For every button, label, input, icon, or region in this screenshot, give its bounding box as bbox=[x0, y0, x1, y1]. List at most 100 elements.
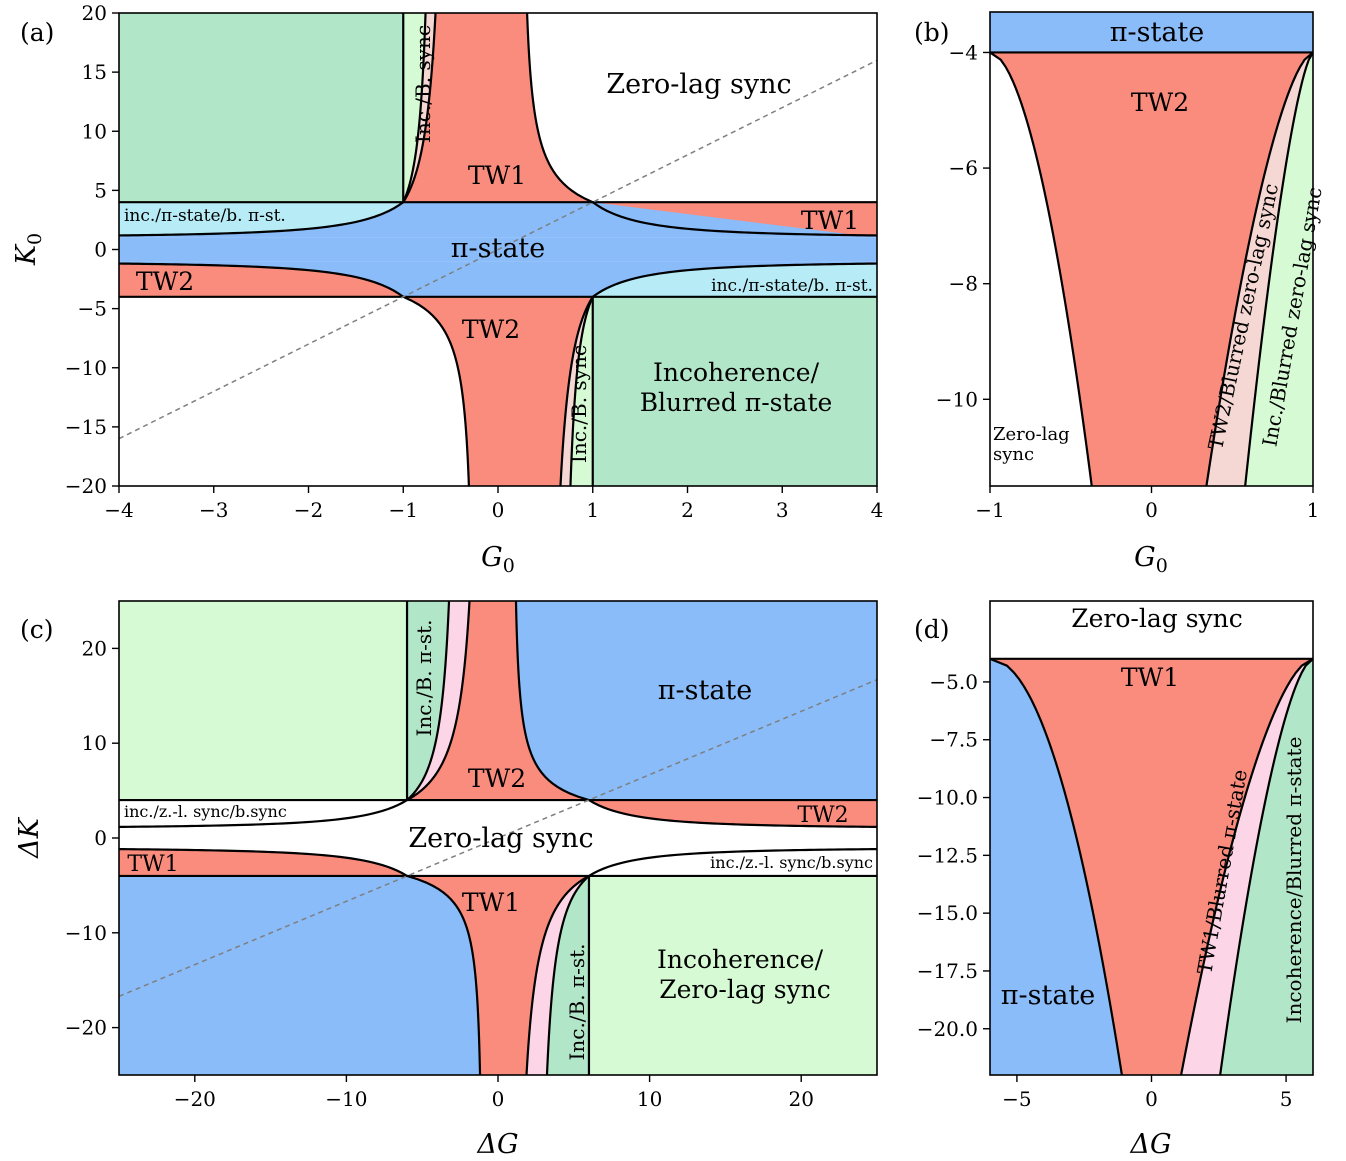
y-tick-label: −20 bbox=[65, 1016, 107, 1040]
x-tick-label: 3 bbox=[776, 498, 789, 522]
x-tick-label: 1 bbox=[586, 498, 599, 522]
y-tick-label: −7.5 bbox=[929, 728, 978, 752]
y-tick-label: 15 bbox=[82, 60, 107, 84]
y-tick-label: 10 bbox=[82, 731, 107, 755]
region-incoherence bbox=[119, 13, 404, 203]
boundary-curve bbox=[559, 296, 594, 486]
y-tick-label: 0 bbox=[94, 826, 107, 850]
x-tick-label: −2 bbox=[294, 498, 323, 522]
region-tw2-band bbox=[119, 263, 404, 297]
x-tick-label: −1 bbox=[975, 498, 1004, 522]
x-tick-label: −1 bbox=[389, 498, 418, 522]
boundary-curve bbox=[1219, 658, 1313, 1075]
region-label: Inc./B. π-st. bbox=[565, 943, 589, 1060]
region-label: Incoherence/ bbox=[657, 945, 824, 974]
region-incoherence bbox=[592, 296, 877, 486]
x-tick-label: 4 bbox=[871, 498, 884, 522]
x-tick-label: 2 bbox=[681, 498, 694, 522]
region-label: Zero-lag bbox=[993, 424, 1070, 445]
x-axis-label: ΔG bbox=[1129, 1129, 1171, 1160]
y-tick-label: −12.5 bbox=[917, 843, 978, 867]
region-label: Zero-lag sync bbox=[606, 69, 791, 100]
x-tick-label: −5 bbox=[1002, 1087, 1031, 1111]
y-tick-label: −5 bbox=[78, 297, 107, 321]
region-tw2-band bbox=[588, 800, 877, 827]
y-tick-label: 10 bbox=[82, 119, 107, 143]
region-label: Zero-lag sync bbox=[408, 823, 593, 854]
boundary-curve bbox=[119, 201, 404, 237]
boundary-curve bbox=[402, 13, 437, 203]
y-tick-label: −20 bbox=[65, 474, 107, 498]
region-tw2 bbox=[407, 601, 589, 801]
boundary-curve bbox=[592, 201, 877, 237]
x-tick-label: 5 bbox=[1280, 1087, 1293, 1111]
boundary-curve bbox=[990, 657, 1123, 1075]
region-label: inc./π-state/b. π-st. bbox=[124, 206, 286, 226]
region-pi-state bbox=[119, 202, 877, 238]
region-label: TW1 bbox=[1121, 663, 1179, 692]
region-tw-blurred bbox=[526, 875, 589, 1075]
boundary-curve bbox=[588, 848, 877, 877]
region-label: Inc./B. π-st. bbox=[412, 619, 436, 736]
region-pi-state bbox=[592, 202, 877, 238]
y-tick-label: −15 bbox=[65, 415, 107, 439]
x-tick-label: 0 bbox=[1145, 1087, 1158, 1111]
boundary-curve bbox=[406, 601, 471, 802]
region-pi-state bbox=[119, 261, 877, 297]
boundary-curve bbox=[592, 262, 877, 298]
region-label: inc./z.-l. sync/b.sync bbox=[124, 802, 287, 821]
y-tick-label: −10.0 bbox=[917, 786, 978, 810]
boundary-curve bbox=[406, 874, 482, 1075]
region-incoherence bbox=[119, 601, 408, 801]
x-tick-label: 0 bbox=[1145, 498, 1158, 522]
x-axis-label: G0 bbox=[481, 542, 515, 577]
region-label: π-state bbox=[658, 675, 753, 706]
region-tw1 bbox=[403, 13, 593, 203]
region-inc-pi bbox=[592, 263, 877, 297]
region-label: TW1 bbox=[127, 852, 178, 877]
panel-label: (c) bbox=[20, 615, 54, 644]
region-label: Inc./B. sync bbox=[567, 345, 591, 463]
boundary-curve bbox=[588, 799, 877, 828]
x-tick-label: 0 bbox=[492, 1087, 505, 1111]
region-tw1-band bbox=[119, 849, 408, 876]
y-tick-label: 0 bbox=[94, 238, 107, 262]
x-tick-label: 1 bbox=[1307, 498, 1320, 522]
x-tick-label: −3 bbox=[199, 498, 228, 522]
panel-label: (d) bbox=[914, 615, 950, 644]
plot-area bbox=[119, 601, 877, 1075]
y-tick-label: −6 bbox=[949, 156, 978, 180]
y-axis-label: K0 bbox=[11, 233, 46, 266]
y-tick-label: −10 bbox=[936, 387, 978, 411]
region-label: TW1 bbox=[801, 206, 859, 235]
x-axis-label: ΔG bbox=[476, 1129, 518, 1160]
region-label: inc./π-state/b. π-st. bbox=[711, 276, 873, 296]
region-label: TW2 bbox=[797, 803, 848, 828]
region-label: Inc./B. sync bbox=[411, 25, 435, 143]
panel-label: (b) bbox=[914, 18, 950, 47]
boundary-curve bbox=[525, 874, 590, 1075]
boundary-curve bbox=[402, 13, 427, 203]
y-tick-label: 20 bbox=[82, 1, 107, 25]
region-inc-b-pi bbox=[546, 875, 589, 1075]
region-label: Incoherence/Blurred π-state bbox=[1282, 737, 1306, 1024]
region-label: TW1 bbox=[462, 888, 520, 917]
plot-area bbox=[990, 12, 1313, 486]
region-inc-b-sync bbox=[570, 296, 593, 486]
panel-label: (a) bbox=[20, 18, 54, 47]
y-tick-label: −8 bbox=[949, 272, 978, 296]
boundary-curve bbox=[1180, 657, 1313, 1075]
region-label: TW2 bbox=[462, 315, 520, 344]
boundary-curve bbox=[119, 262, 404, 298]
region-tw1-blurred bbox=[1181, 658, 1313, 1075]
region-label: TW1 bbox=[468, 161, 526, 190]
y-tick-label: −15.0 bbox=[917, 901, 978, 925]
boundary-curve bbox=[1244, 51, 1313, 486]
plot-area bbox=[119, 13, 877, 486]
y-axis-label: ΔK bbox=[14, 816, 45, 858]
region-label: π-state bbox=[451, 233, 546, 264]
boundary-curve bbox=[569, 296, 594, 486]
region-label: TW2 bbox=[468, 764, 526, 793]
